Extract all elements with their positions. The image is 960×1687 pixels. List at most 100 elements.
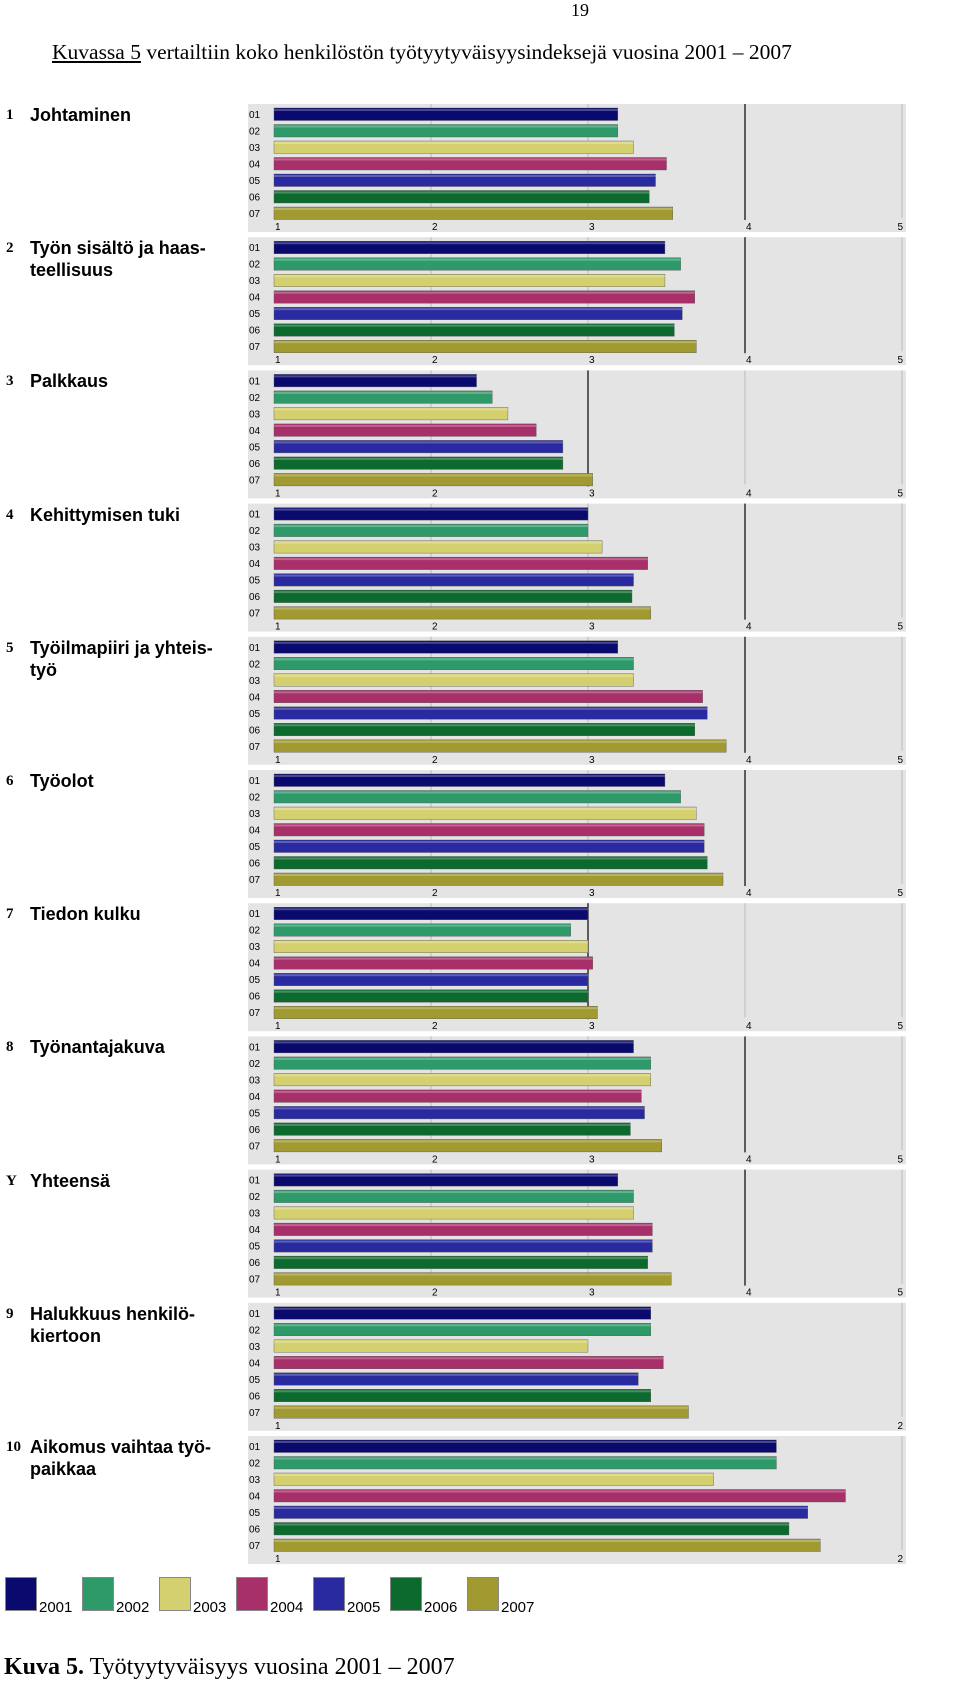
tick-label: 2 [432, 1021, 438, 1032]
category-label: 04 [249, 293, 261, 304]
tick-label: 2 [432, 888, 438, 899]
bar [273, 1323, 651, 1337]
bar-highlight [274, 341, 697, 344]
row-label-text: Yhteensä [30, 1170, 111, 1191]
category-label: 07 [249, 742, 261, 753]
category-label: 04 [249, 160, 261, 171]
row-number: 9 [6, 1305, 14, 1322]
tick-label: 2 [432, 755, 438, 766]
bar [273, 340, 697, 353]
bar-highlight [274, 525, 588, 528]
bar-highlight [274, 1191, 634, 1194]
bar [273, 257, 681, 271]
bar [273, 374, 477, 388]
intro-text: vertailtiin koko henkilöstön työtyytyväi… [140, 40, 792, 64]
tick-label: 1 [275, 888, 281, 899]
legend-swatch [313, 1577, 345, 1611]
bar-highlight [274, 857, 708, 860]
bar [273, 240, 666, 254]
row-number: 4 [6, 506, 14, 523]
category-label: 06 [249, 859, 261, 870]
bar [273, 107, 619, 121]
tick-label: 3 [589, 222, 595, 233]
category-label: 04 [249, 692, 261, 703]
bar-highlight [274, 974, 588, 977]
intro-sentence: Kuvassa 5 vertailtiin koko henkilöstön t… [52, 40, 957, 65]
category-label: 02 [249, 1059, 261, 1070]
tick-label: 4 [746, 755, 752, 766]
bar [273, 1522, 790, 1536]
bar-highlight [274, 1340, 588, 1343]
row-number: Y [6, 1172, 17, 1189]
category-label: 06 [249, 459, 261, 470]
figure-caption: Kuva 5. Työtyytyväisyys vuosina 2001 – 2… [4, 1654, 455, 1681]
category-label: 05 [249, 576, 261, 587]
tick-label: 3 [589, 622, 595, 633]
bar [273, 1189, 634, 1203]
bar [273, 1489, 846, 1503]
bar-highlight [274, 1523, 789, 1526]
row-label-text: Työilmapiiri ja yhteis- [30, 637, 213, 658]
bar-highlight [274, 109, 618, 111]
category-label: 05 [249, 709, 261, 720]
category-label: 05 [249, 1508, 261, 1519]
category-label: 05 [249, 975, 261, 986]
bar-highlight [274, 1041, 634, 1044]
bar-highlight [274, 841, 705, 843]
bar [273, 1372, 639, 1386]
bar-highlight [274, 775, 665, 777]
bar [273, 1206, 634, 1220]
legend-swatch [467, 1577, 499, 1611]
bar-highlight [274, 1257, 648, 1260]
bar-highlight [274, 125, 618, 128]
category-label: 06 [249, 1391, 261, 1402]
bar [273, 872, 724, 886]
bar-highlight [274, 457, 563, 460]
category-label: 03 [249, 1075, 261, 1086]
category-label: 06 [249, 1125, 261, 1136]
bar [273, 423, 537, 437]
tick-label: 4 [746, 1021, 752, 1032]
tick-label: 1 [275, 1421, 281, 1432]
bar [273, 690, 703, 703]
bar [273, 1356, 664, 1370]
category-label: 06 [249, 193, 261, 204]
bar [273, 1222, 653, 1236]
row-label-text: Työnantajakuva [30, 1037, 165, 1058]
bar-highlight [274, 1490, 846, 1493]
legend-swatch [5, 1577, 37, 1611]
tick-label: 1 [275, 488, 281, 499]
category-label: 04 [249, 826, 261, 837]
row-label: 6 Työolot [6, 770, 236, 792]
bar [273, 523, 589, 537]
bar [273, 290, 695, 304]
tick-label: 1 [275, 1154, 281, 1165]
row-number: 10 [6, 1439, 21, 1455]
bar-highlight [274, 1074, 651, 1077]
category-label: 01 [249, 643, 261, 654]
category-label: 07 [249, 875, 261, 886]
bar-highlight [274, 1406, 689, 1409]
tick-label: 2 [432, 1288, 438, 1299]
row-number: 1 [6, 107, 14, 123]
bar [273, 190, 650, 204]
chart-panel: 01 02 03 04 05 06 07 1 2 3 4 5 [248, 370, 906, 499]
category-label: 05 [249, 1375, 261, 1386]
tick-label: 4 [746, 888, 752, 899]
bar [273, 1306, 651, 1320]
category-label: 03 [249, 409, 261, 420]
category-label: 05 [249, 442, 261, 453]
category-label: 04 [249, 1358, 261, 1369]
bar-highlight [274, 791, 681, 794]
bar-highlight [274, 1507, 808, 1509]
bar-highlight [274, 1324, 651, 1327]
row-label-text: Kehittymisen tuki [30, 504, 181, 525]
tick-label: 5 [897, 1021, 903, 1032]
tick-label: 3 [589, 888, 595, 899]
tick-label: 2 [897, 1554, 903, 1565]
bar-highlight [274, 1224, 653, 1227]
tick-label: 1 [275, 1288, 281, 1299]
bar-highlight [274, 1174, 618, 1177]
bar-highlight [274, 1540, 821, 1542]
